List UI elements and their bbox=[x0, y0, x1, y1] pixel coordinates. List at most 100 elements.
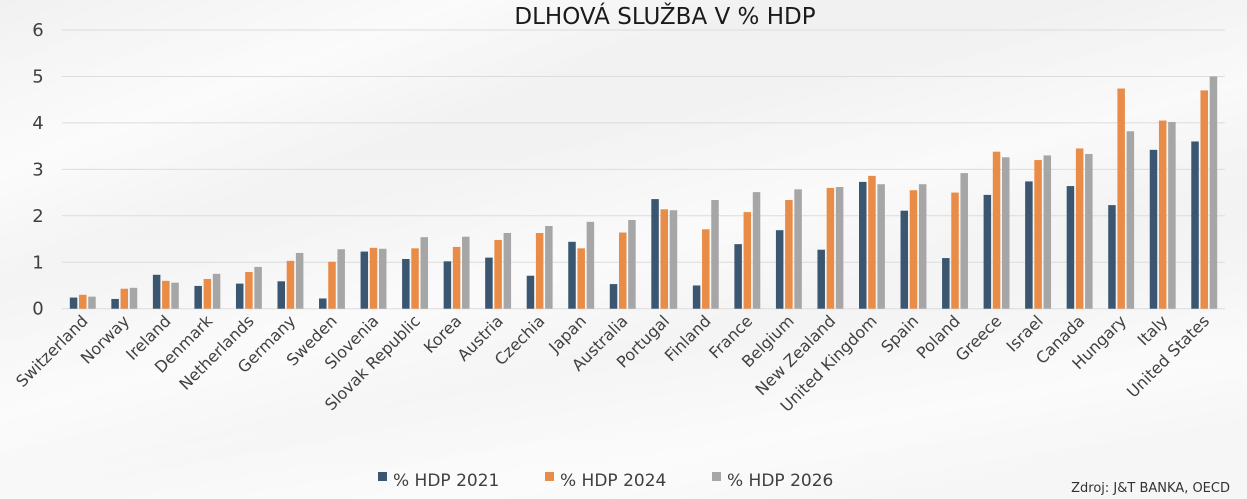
bar-new-zealand-series-1 bbox=[826, 187, 835, 309]
bar-denmark-series-0 bbox=[194, 285, 202, 309]
bar-australia-series-2 bbox=[628, 219, 636, 309]
bar-sweden-series-2 bbox=[337, 249, 345, 309]
bar-israel-series-0 bbox=[1025, 181, 1033, 309]
bars bbox=[69, 76, 1218, 309]
bar-ireland-series-1 bbox=[162, 280, 170, 309]
bar-denmark-series-2 bbox=[212, 273, 221, 309]
bar-spain-series-2 bbox=[918, 184, 927, 309]
legend: % HDP 2021 % HDP 2024 % HDP 2026 bbox=[378, 471, 833, 491]
bar-australia-series-0 bbox=[609, 284, 618, 309]
y-tick-label: 4 bbox=[32, 113, 43, 134]
bar-portugal-series-0 bbox=[651, 199, 659, 309]
bar-israel-series-2 bbox=[1043, 155, 1052, 309]
bar-new-zealand-series-2 bbox=[835, 187, 844, 309]
y-tick-label: 2 bbox=[32, 206, 43, 227]
x-tick-label: Greece bbox=[952, 311, 1006, 365]
bar-finland-series-1 bbox=[702, 229, 710, 309]
bar-united-kingdom-series-1 bbox=[868, 175, 876, 309]
bar-finland-series-2 bbox=[711, 200, 719, 309]
bar-poland-series-0 bbox=[942, 258, 950, 309]
bar-belgium-series-1 bbox=[785, 200, 793, 309]
bar-netherlands-series-2 bbox=[254, 266, 262, 309]
bar-norway-series-2 bbox=[129, 287, 138, 309]
bar-canada-series-1 bbox=[1075, 148, 1084, 309]
bar-israel-series-1 bbox=[1034, 160, 1042, 309]
bar-czechia-series-0 bbox=[526, 275, 535, 309]
bar-germany-series-1 bbox=[286, 260, 295, 309]
bar-switzerland-series-1 bbox=[79, 294, 87, 309]
bar-sweden-series-0 bbox=[319, 298, 327, 309]
bar-hungary-series-0 bbox=[1108, 205, 1116, 309]
x-axis-labels: SwitzerlandNorwayIrelandDenmarkNetherlan… bbox=[12, 311, 1213, 416]
bar-czechia-series-1 bbox=[535, 232, 544, 309]
bar-sweden-series-1 bbox=[328, 261, 336, 309]
y-tick-label: 0 bbox=[32, 299, 43, 320]
bar-united-states-series-2 bbox=[1209, 76, 1218, 309]
legend-item: % HDP 2021 bbox=[378, 471, 499, 491]
y-tick-label: 3 bbox=[32, 159, 43, 180]
bar-portugal-series-1 bbox=[660, 209, 669, 309]
bar-united-states-series-1 bbox=[1200, 90, 1208, 309]
bar-austria-series-0 bbox=[485, 257, 493, 309]
bar-poland-series-2 bbox=[960, 173, 968, 309]
bar-japan-series-2 bbox=[586, 221, 595, 309]
bar-germany-series-2 bbox=[295, 252, 304, 309]
x-tick-label: Italy bbox=[1134, 311, 1172, 349]
legend-item: % HDP 2026 bbox=[712, 471, 833, 491]
bar-korea-series-1 bbox=[452, 246, 461, 309]
bar-slovak-republic-series-0 bbox=[402, 258, 410, 309]
bar-slovak-republic-series-2 bbox=[420, 237, 429, 309]
bar-united-kingdom-series-0 bbox=[858, 181, 867, 309]
bar-netherlands-series-0 bbox=[235, 283, 244, 309]
bar-finland-series-0 bbox=[692, 285, 701, 309]
bar-japan-series-1 bbox=[577, 248, 585, 309]
bar-slovak-republic-series-1 bbox=[411, 248, 419, 309]
bar-greece-series-0 bbox=[983, 194, 992, 309]
bar-korea-series-2 bbox=[462, 236, 470, 309]
y-tick-label: 1 bbox=[32, 252, 43, 273]
legend-item: % HDP 2024 bbox=[545, 471, 666, 491]
bar-slovenia-series-2 bbox=[378, 248, 387, 309]
bar-korea-series-0 bbox=[443, 261, 452, 309]
bar-belgium-series-2 bbox=[794, 189, 802, 309]
bar-hungary-series-1 bbox=[1117, 88, 1125, 309]
legend-swatch bbox=[712, 472, 721, 481]
x-tick-label: Finland bbox=[661, 311, 715, 365]
bar-spain-series-0 bbox=[900, 210, 909, 309]
bar-italy-series-2 bbox=[1168, 121, 1176, 309]
legend-label: % HDP 2026 bbox=[727, 471, 833, 491]
y-tick-label: 5 bbox=[32, 66, 43, 87]
bar-slovenia-series-0 bbox=[360, 251, 369, 309]
legend-label: % HDP 2024 bbox=[560, 471, 666, 491]
bar-austria-series-2 bbox=[503, 232, 512, 309]
bar-italy-series-0 bbox=[1149, 149, 1158, 309]
bar-italy-series-1 bbox=[1158, 120, 1167, 309]
gridlines bbox=[62, 29, 1225, 310]
bar-norway-series-1 bbox=[120, 288, 129, 309]
bar-australia-series-1 bbox=[618, 232, 627, 309]
bar-poland-series-1 bbox=[951, 192, 959, 309]
chart-title: DLHOVÁ SLUŽBA V % HDP bbox=[514, 2, 815, 30]
bar-france-series-1 bbox=[743, 212, 752, 309]
bar-switzerland-series-0 bbox=[69, 297, 78, 309]
bar-greece-series-1 bbox=[992, 151, 1001, 309]
bar-ireland-series-2 bbox=[171, 282, 179, 309]
bar-netherlands-series-1 bbox=[245, 272, 253, 309]
bar-denmark-series-1 bbox=[203, 278, 212, 309]
bar-new-zealand-series-0 bbox=[817, 249, 825, 309]
bar-hungary-series-2 bbox=[1126, 131, 1135, 309]
legend-swatch bbox=[378, 472, 387, 481]
bar-germany-series-0 bbox=[277, 281, 285, 309]
bar-switzerland-series-2 bbox=[88, 296, 96, 309]
bar-belgium-series-0 bbox=[775, 230, 784, 309]
bar-slovenia-series-1 bbox=[369, 247, 378, 309]
bar-japan-series-0 bbox=[568, 241, 576, 309]
bar-czechia-series-2 bbox=[545, 226, 553, 309]
bar-austria-series-1 bbox=[494, 239, 502, 309]
legend-label: % HDP 2021 bbox=[393, 471, 499, 491]
bar-ireland-series-0 bbox=[152, 274, 161, 309]
bar-canada-series-2 bbox=[1085, 154, 1093, 309]
bar-spain-series-1 bbox=[909, 190, 918, 309]
bar-united-states-series-0 bbox=[1191, 141, 1199, 309]
